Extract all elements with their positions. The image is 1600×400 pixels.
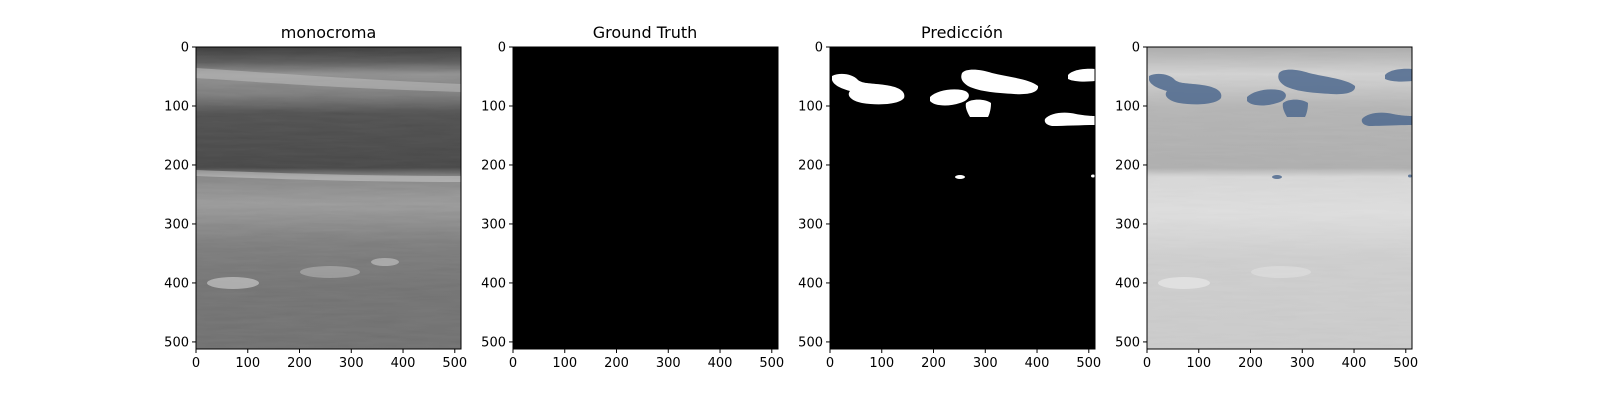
panel-title: monocroma: [281, 23, 377, 42]
x-tick-label: 0: [826, 356, 834, 371]
x-tick-label: 100: [1186, 356, 1211, 371]
x-tick-label: 300: [339, 356, 364, 371]
x-tick-label: 400: [708, 356, 733, 371]
y-tick-label: 400: [164, 276, 189, 291]
y-tick-label: 500: [164, 335, 189, 350]
y-tick-label: 300: [481, 217, 506, 232]
x-tick-label: 400: [1025, 356, 1050, 371]
x-tick-label: 300: [973, 356, 998, 371]
ground-truth-mask: [513, 47, 778, 349]
overlay-regions: [1149, 68, 1412, 179]
y-tick-label: 300: [798, 217, 823, 232]
x-tick-label: 500: [442, 356, 467, 371]
y-tick-label: 200: [798, 158, 823, 173]
x-tick-label: 0: [509, 356, 517, 371]
panel-overlay: [1146, 46, 1413, 350]
y-tick-label: 300: [1115, 217, 1140, 232]
y-tick-label: 500: [481, 335, 506, 350]
x-tick-label: 500: [1393, 356, 1418, 371]
y-tick-label: 200: [1115, 158, 1140, 173]
x-tick-label: 400: [1342, 356, 1367, 371]
predicted-regions: [832, 68, 1095, 179]
x-tick-label: 400: [391, 356, 416, 371]
panel-prediccion: Predicción: [829, 23, 1096, 350]
x-tick-label: 100: [552, 356, 577, 371]
y-tick-label: 200: [481, 158, 506, 173]
y-tick-label: 400: [481, 276, 506, 291]
y-tick-label: 100: [1115, 99, 1140, 114]
x-tick-label: 0: [1143, 356, 1151, 371]
panel-title: Predicción: [921, 23, 1003, 42]
x-tick-label: 100: [235, 356, 260, 371]
y-tick-label: 0: [498, 41, 506, 56]
panel-monocroma: monocroma: [195, 23, 462, 350]
y-tick-label: 500: [1115, 335, 1140, 350]
x-tick-label: 100: [869, 356, 894, 371]
y-tick-label: 0: [1132, 41, 1140, 56]
x-tick-label: 200: [604, 356, 629, 371]
y-tick-label: 100: [481, 99, 506, 114]
x-tick-label: 200: [921, 356, 946, 371]
y-tick-label: 400: [1115, 276, 1140, 291]
y-tick-label: 100: [164, 99, 189, 114]
x-tick-label: 500: [759, 356, 784, 371]
y-tick-label: 400: [798, 276, 823, 291]
x-tick-label: 0: [192, 356, 200, 371]
x-tick-label: 500: [1076, 356, 1101, 371]
y-tick-label: 200: [164, 158, 189, 173]
y-tick-label: 0: [815, 41, 823, 56]
x-tick-label: 300: [1290, 356, 1315, 371]
y-tick-label: 500: [798, 335, 823, 350]
panel-title: Ground Truth: [593, 23, 698, 42]
y-tick-label: 100: [798, 99, 823, 114]
y-tick-label: 300: [164, 217, 189, 232]
x-tick-label: 200: [1238, 356, 1263, 371]
x-tick-label: 300: [656, 356, 681, 371]
panel-ground-truth: Ground Truth: [512, 23, 779, 350]
ultrasound-image: [196, 47, 461, 349]
x-tick-label: 200: [287, 356, 312, 371]
y-tick-label: 0: [181, 41, 189, 56]
